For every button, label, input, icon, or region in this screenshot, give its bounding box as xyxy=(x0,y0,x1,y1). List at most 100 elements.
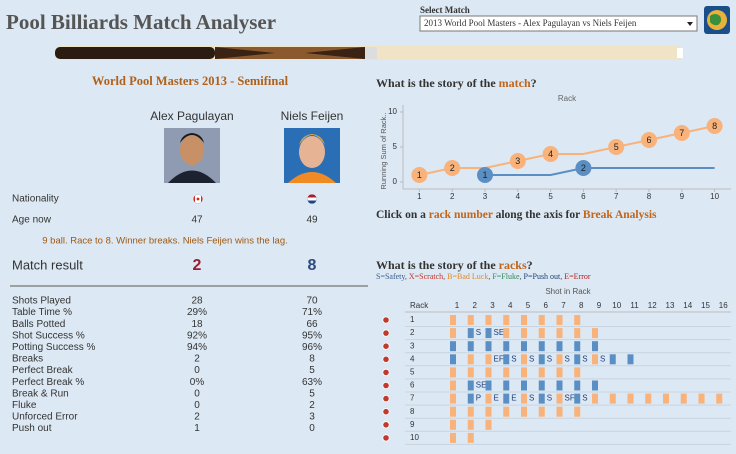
shot-header: 13 xyxy=(666,301,675,310)
select-box[interactable] xyxy=(419,15,698,32)
rack-number[interactable]: 10 xyxy=(410,433,419,442)
stat-value: 96% xyxy=(302,342,322,353)
shot-bar xyxy=(450,328,456,339)
stat-label: Perfect Break % xyxy=(12,377,84,388)
rack-button[interactable] xyxy=(382,342,390,350)
shot-bar xyxy=(485,393,492,404)
shot-bar xyxy=(450,419,456,430)
select-arrow[interactable] xyxy=(687,22,693,26)
shot-header: 1 xyxy=(455,301,460,310)
shot-bar xyxy=(592,328,598,339)
shot-bar xyxy=(467,341,474,352)
shot-bar xyxy=(645,393,652,404)
rack-number[interactable]: 7 xyxy=(410,394,415,403)
series-line xyxy=(485,167,715,176)
heading-part: What is the story of the xyxy=(376,76,499,90)
x-tick-label[interactable]: 7 xyxy=(614,192,619,201)
heading-part: ? xyxy=(527,258,533,272)
rack-number[interactable]: 8 xyxy=(410,407,415,416)
x-tick-label[interactable]: 8 xyxy=(647,192,652,201)
stat-value: 8 xyxy=(309,354,315,365)
shot-bar xyxy=(485,380,492,391)
y-tick-label: 5 xyxy=(393,142,398,151)
x-tick-label[interactable]: 4 xyxy=(516,192,521,201)
x-tick-label[interactable]: 9 xyxy=(680,192,685,201)
icon-land[interactable] xyxy=(710,14,722,26)
shot-bar xyxy=(609,393,616,404)
rack-button[interactable] xyxy=(382,394,390,403)
shot-bar xyxy=(485,406,492,417)
rack-number[interactable]: 3 xyxy=(410,341,415,350)
stat-label: Breaks xyxy=(12,354,43,365)
rack-button[interactable] xyxy=(382,434,390,442)
shot-bar xyxy=(467,419,474,430)
shot-bar xyxy=(592,393,598,404)
x-tick-label[interactable]: 3 xyxy=(483,192,488,201)
shot-code: S xyxy=(600,354,605,363)
point-label: 2 xyxy=(450,163,455,173)
shot-bar xyxy=(503,354,510,365)
x-tick-label[interactable]: 6 xyxy=(581,192,586,201)
shot-bar xyxy=(574,393,581,404)
result-score: 8 xyxy=(308,257,317,274)
rack-button[interactable] xyxy=(382,381,390,390)
cue-points xyxy=(215,47,365,59)
legend-item: X=Scratch xyxy=(409,272,443,281)
shot-bar xyxy=(556,406,563,417)
point-label: 8 xyxy=(712,121,717,131)
point-label: 6 xyxy=(646,135,651,145)
shot-bar xyxy=(503,406,510,417)
legend-item: S=Safety xyxy=(376,272,405,281)
shot-header: 2 xyxy=(473,301,478,310)
rack-button[interactable] xyxy=(382,408,390,416)
rack-number[interactable]: 6 xyxy=(410,381,415,390)
select-value[interactable]: 2013 World Pool Masters - Alex Pagulayan… xyxy=(424,18,637,28)
shot-code: E xyxy=(494,394,499,403)
stat-value: 0 xyxy=(194,400,200,411)
match-note: 9 ball. Race to 8. Winner breaks. Niels … xyxy=(42,236,288,247)
shot-header: 7 xyxy=(561,301,566,310)
shot-bar xyxy=(450,432,456,443)
flag-band xyxy=(193,195,203,203)
shot-bar xyxy=(556,315,563,325)
shot-bar xyxy=(538,315,545,325)
photo-face xyxy=(299,136,325,168)
rack-button[interactable] xyxy=(382,355,390,363)
rack-number[interactable]: 1 xyxy=(410,315,415,324)
rack-button[interactable] xyxy=(382,316,390,324)
rack-button[interactable] xyxy=(382,329,390,337)
rack-number[interactable]: 2 xyxy=(410,328,415,337)
shot-bar xyxy=(556,380,563,391)
shot-bar xyxy=(556,354,563,365)
rack-number[interactable]: 4 xyxy=(410,354,415,363)
shot-bar xyxy=(698,393,705,404)
stat-value: 3 xyxy=(309,412,315,423)
rack-number[interactable]: 5 xyxy=(410,368,415,377)
shot-header: 15 xyxy=(701,301,710,310)
globe-icon[interactable] xyxy=(704,6,730,34)
shot-header: 14 xyxy=(683,301,692,310)
shot-bar xyxy=(503,328,510,339)
stat-value: 70 xyxy=(306,296,318,307)
shot-bar xyxy=(592,380,598,391)
rack-button[interactable] xyxy=(382,368,390,376)
match-select[interactable]: 2013 World Pool Masters - Alex Pagulayan… xyxy=(419,15,698,32)
x-tick-label[interactable]: 10 xyxy=(710,192,719,201)
stat-value: 66 xyxy=(306,319,318,330)
shot-bar xyxy=(450,406,456,417)
x-tick-label[interactable]: 1 xyxy=(417,192,422,201)
stat-value: 0 xyxy=(194,365,200,376)
shot-bar xyxy=(503,367,510,378)
shot-header: 8 xyxy=(579,301,584,310)
stat-value: 2 xyxy=(194,412,200,423)
rack-button[interactable] xyxy=(382,421,390,429)
flag-leaf xyxy=(196,197,200,201)
x-tick-label[interactable]: 2 xyxy=(450,192,455,201)
shot-bar xyxy=(485,354,492,365)
result-score: 2 xyxy=(193,257,202,274)
shot-code: S xyxy=(529,394,534,403)
x-tick-label[interactable]: 5 xyxy=(548,192,553,201)
legend-item: P=Push out xyxy=(524,272,562,281)
rack-number[interactable]: 9 xyxy=(410,420,415,429)
